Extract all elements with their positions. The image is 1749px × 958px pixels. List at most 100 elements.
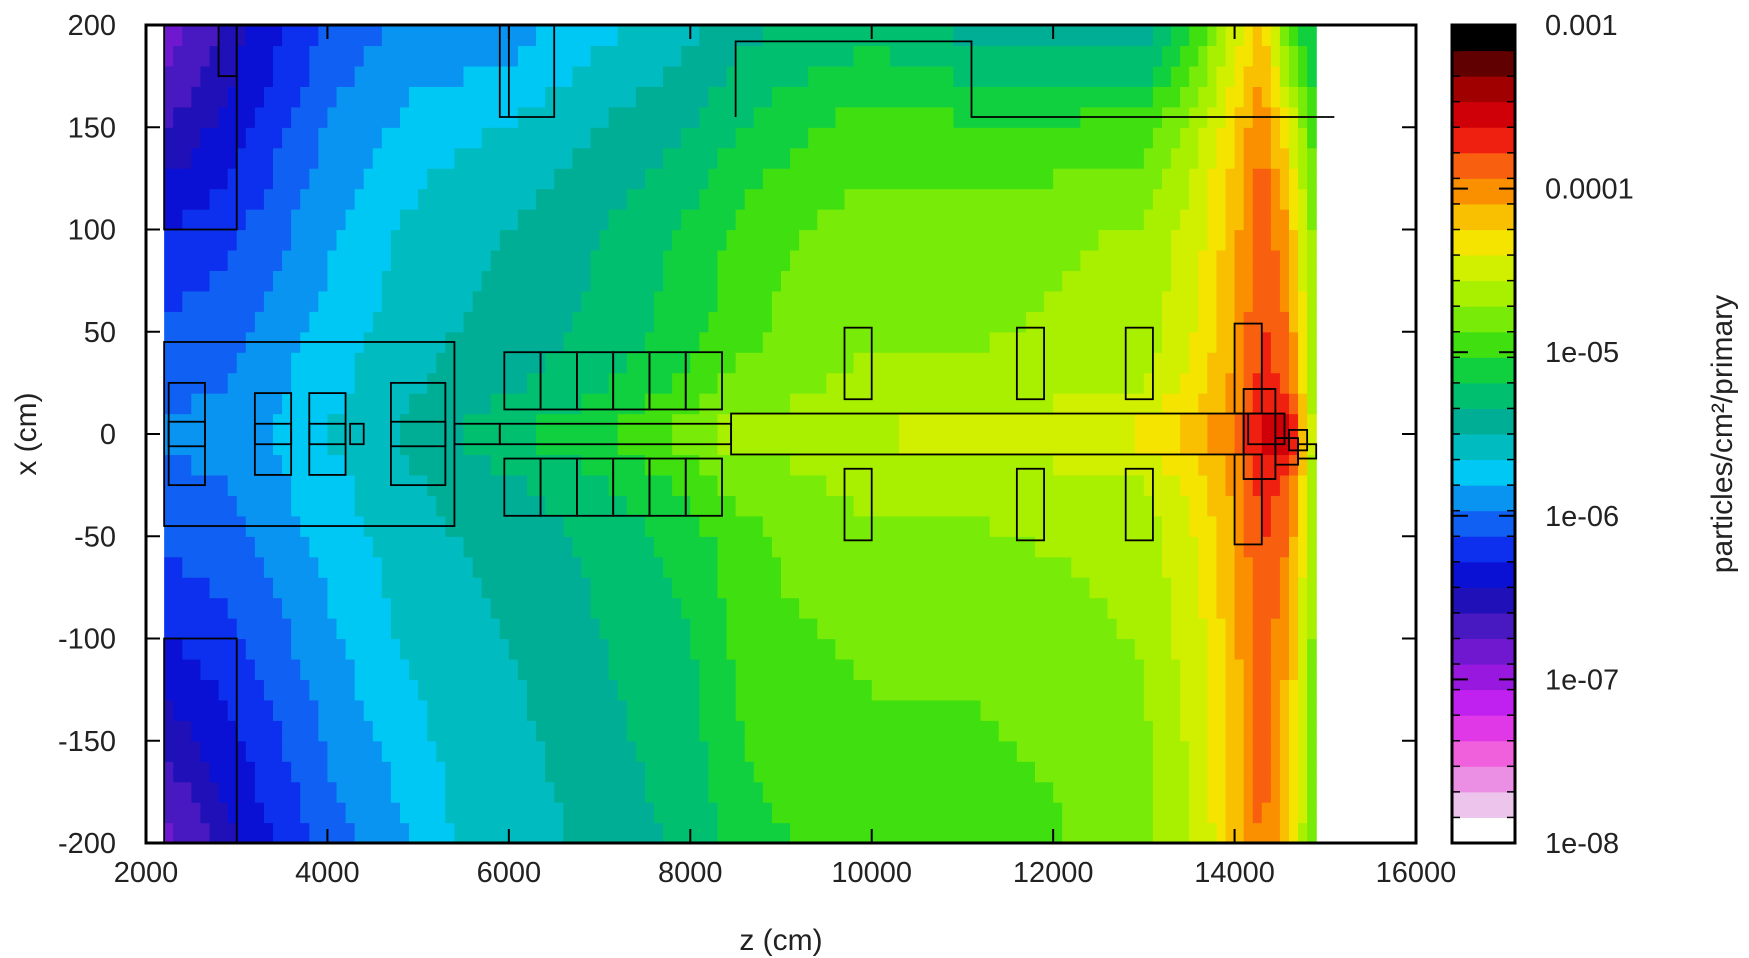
heatmap-cell — [1071, 577, 1081, 599]
heatmap-cell — [1289, 229, 1299, 251]
heatmap-cell — [644, 311, 655, 333]
heatmap-cell — [1035, 802, 1045, 824]
heatmap-cell — [663, 761, 673, 783]
heatmap-cell — [236, 352, 247, 374]
heatmap-cell — [499, 515, 510, 537]
heatmap-cell — [327, 536, 338, 558]
heatmap-cell — [998, 454, 1009, 476]
heatmap-cell — [536, 699, 546, 721]
heatmap-cell — [1152, 372, 1163, 394]
heatmap-cell — [400, 638, 410, 660]
heatmap-cell — [744, 45, 755, 67]
heatmap-cell — [781, 209, 791, 231]
heatmap-cell — [626, 638, 637, 660]
heatmap-cell — [644, 249, 655, 271]
heatmap-cell — [1189, 372, 1199, 394]
heatmap-cell — [989, 147, 1000, 169]
heatmap-cell — [218, 249, 229, 271]
heatmap-cell — [753, 556, 764, 578]
heatmap-cell — [390, 413, 401, 435]
heatmap-cell — [1125, 515, 1136, 537]
heatmap-cell — [581, 45, 592, 67]
heatmap-cell — [681, 147, 691, 169]
heatmap-cell — [744, 127, 755, 149]
heatmap-cell — [998, 25, 1009, 47]
heatmap-cell — [889, 249, 900, 271]
heatmap-cell — [617, 822, 628, 843]
heatmap-cell — [1189, 781, 1199, 803]
heatmap-cell — [273, 372, 283, 394]
heatmap-cell — [844, 127, 855, 149]
heatmap-cell — [1207, 45, 1218, 67]
heatmap-cell — [1134, 393, 1145, 415]
heatmap-cell — [1125, 311, 1136, 333]
heatmap-cell — [481, 536, 492, 558]
heatmap-cell — [354, 556, 365, 578]
heatmap-cell — [708, 495, 719, 517]
heatmap-cell — [554, 393, 564, 415]
heatmap-cell — [663, 372, 673, 394]
heatmap-cell — [309, 290, 319, 312]
heatmap-cell — [182, 413, 192, 435]
heatmap-cell — [318, 229, 329, 251]
heatmap-cell — [1216, 86, 1227, 108]
heatmap-cell — [1016, 761, 1027, 783]
heatmap-cell — [599, 290, 610, 312]
heatmap-cell — [826, 229, 837, 251]
heatmap-cell — [1116, 127, 1127, 149]
heatmap-cell — [808, 311, 818, 333]
heatmap-cell — [699, 474, 710, 496]
heatmap-cell — [1171, 331, 1181, 353]
heatmap-cell — [599, 45, 610, 67]
heatmap-cell — [1180, 577, 1190, 599]
heatmap-cell — [490, 290, 501, 312]
heatmap-cell — [1071, 618, 1081, 640]
heatmap-cell — [1089, 86, 1100, 108]
heatmap-cell — [1007, 188, 1018, 210]
heatmap-cell — [1016, 270, 1027, 292]
heatmap-cell — [1107, 188, 1118, 210]
heatmap-cell — [989, 311, 1000, 333]
heatmap-cell — [808, 822, 818, 843]
heatmap-cell — [581, 65, 592, 87]
heatmap-cell — [708, 229, 719, 251]
heatmap-cell — [762, 270, 773, 292]
heatmap-cell — [844, 434, 855, 456]
heatmap-cell — [989, 209, 1000, 231]
heatmap-cell — [1071, 45, 1081, 67]
heatmap-cell — [1243, 556, 1254, 578]
heatmap-cell — [862, 781, 873, 803]
heatmap-cell — [164, 740, 174, 762]
heatmap-cell — [1071, 249, 1081, 271]
heatmap-cell — [926, 474, 936, 496]
heatmap-cell — [871, 45, 882, 67]
heatmap-cell — [1007, 781, 1018, 803]
heatmap-cell — [1116, 434, 1127, 456]
heatmap-cell — [309, 679, 319, 701]
heatmap-cell — [209, 168, 220, 190]
heatmap-cell — [472, 740, 483, 762]
heatmap-cell — [218, 474, 229, 496]
heatmap-cell — [273, 229, 283, 251]
heatmap-cell — [1171, 393, 1181, 415]
heatmap-cell — [1243, 454, 1254, 476]
heatmap-cell — [327, 168, 338, 190]
heatmap-cell — [962, 188, 973, 210]
heatmap-cell — [282, 229, 292, 251]
heatmap-cell — [1116, 65, 1127, 87]
heatmap-cell — [499, 331, 510, 353]
heatmap-cell — [508, 168, 519, 190]
heatmap-cell — [1098, 720, 1109, 742]
heatmap-cell — [1207, 209, 1218, 231]
heatmap-cell — [218, 45, 229, 67]
heatmap-cell — [445, 147, 456, 169]
heatmap-cell — [1189, 577, 1199, 599]
heatmap-cell — [1189, 679, 1199, 701]
heatmap-cell — [508, 474, 519, 496]
heatmap-cell — [626, 658, 637, 680]
heatmap-cell — [1252, 127, 1263, 149]
heatmap-cell — [1125, 45, 1136, 67]
heatmap-cell — [554, 781, 564, 803]
heatmap-cell — [1125, 495, 1136, 517]
heatmap-cell — [381, 393, 392, 415]
